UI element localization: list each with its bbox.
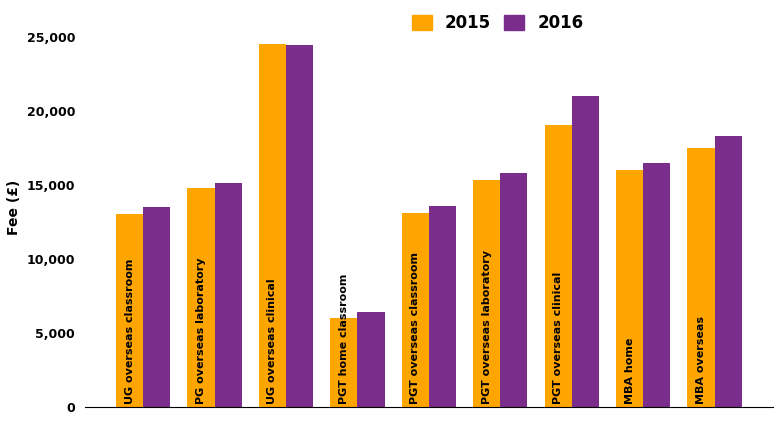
Bar bbox=[616, 170, 644, 407]
Text: UG overseas clinical: UG overseas clinical bbox=[268, 279, 278, 404]
Bar bbox=[330, 318, 357, 407]
Text: PGT overseas classroom: PGT overseas classroom bbox=[410, 252, 420, 404]
Text: MBA home: MBA home bbox=[625, 338, 635, 404]
Legend: 2015, 2016: 2015, 2016 bbox=[405, 7, 590, 38]
Bar bbox=[714, 136, 742, 407]
Bar bbox=[572, 96, 599, 407]
Bar bbox=[429, 206, 456, 407]
Y-axis label: Fee (£): Fee (£) bbox=[7, 179, 21, 235]
Bar bbox=[215, 183, 242, 407]
Text: PGT home classroom: PGT home classroom bbox=[339, 274, 349, 404]
Bar bbox=[259, 44, 286, 407]
Bar bbox=[644, 162, 670, 407]
Bar bbox=[187, 189, 214, 407]
Bar bbox=[500, 173, 527, 407]
Bar bbox=[473, 180, 500, 407]
Text: PGT overseas laboratory: PGT overseas laboratory bbox=[482, 250, 491, 404]
Bar bbox=[286, 46, 313, 407]
Text: UG overseas classroom: UG overseas classroom bbox=[125, 259, 135, 404]
Bar bbox=[544, 125, 572, 407]
Text: PGT overseas clinical: PGT overseas clinical bbox=[553, 272, 563, 404]
Bar bbox=[357, 312, 385, 407]
Bar bbox=[687, 148, 714, 407]
Text: PG overseas laboratory: PG overseas laboratory bbox=[196, 257, 206, 404]
Bar bbox=[116, 214, 144, 407]
Bar bbox=[402, 213, 429, 407]
Text: MBA overseas: MBA overseas bbox=[696, 316, 706, 404]
Bar bbox=[144, 207, 170, 407]
